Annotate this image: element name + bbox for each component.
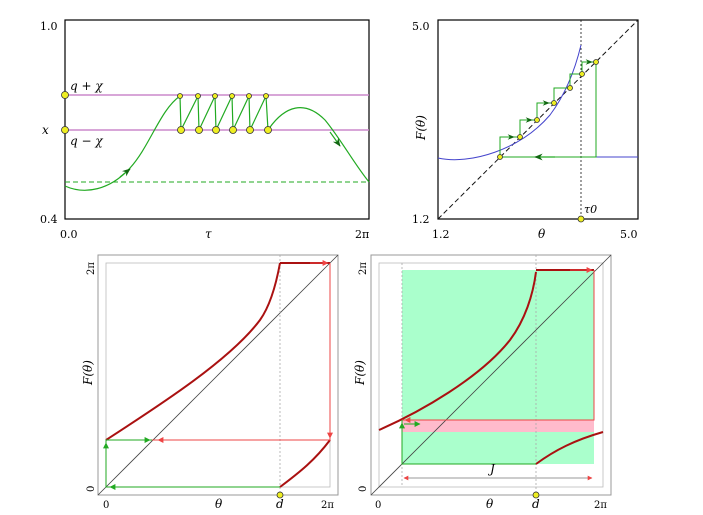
tau0-marker	[577, 215, 585, 223]
d-label: d	[532, 497, 540, 511]
y-top-label: 2π	[358, 262, 369, 275]
plot-inner-frame	[378, 262, 604, 488]
y-axis-label: F(θ)	[353, 360, 367, 386]
trajectory-arrow-left	[119, 168, 131, 178]
lower-markers	[61, 126, 272, 134]
trajectory-curve	[64, 94, 370, 191]
plot-frame	[437, 19, 639, 220]
panel-top-left: 1.0 0.4 0.0 2π τ x q + χ q − χ	[40, 19, 370, 241]
x-right-label: 2π	[355, 228, 369, 241]
red-curve-upper	[378, 271, 537, 431]
panel-top-right: 5.0 1.2 1.2 5.0 θ F(θ) τ0	[412, 19, 639, 241]
d-marker	[276, 491, 284, 499]
plot-frame	[370, 254, 612, 496]
blue-curve-left	[437, 44, 582, 161]
red-cobweb	[152, 263, 331, 441]
y-top-label: 2π	[86, 262, 97, 275]
panel-bottom-left: 2π 0 0 2π θ d F(θ)	[81, 254, 339, 511]
y-bottom-label: 1.2	[412, 213, 430, 226]
x-left-label: 0	[103, 500, 109, 511]
y-top-label: 1.0	[40, 20, 58, 33]
upper-markers	[61, 91, 269, 99]
plot-frame	[97, 254, 339, 496]
x-axis-label: τ	[205, 227, 212, 241]
x-right-label: 5.0	[620, 228, 638, 241]
x-axis-label: θ	[215, 497, 223, 511]
j-label: J	[487, 462, 496, 476]
x-side-label: x	[42, 123, 49, 137]
trajectory-arrow-right	[329, 131, 341, 147]
red-curve-lower	[279, 439, 331, 488]
diagonal-dashed	[437, 19, 639, 220]
pink-band	[402, 420, 594, 432]
y-top-label: 5.0	[412, 20, 430, 33]
green-cobweb	[105, 439, 280, 488]
red-curve-lower	[535, 431, 604, 465]
y-bottom-label: 0.4	[40, 213, 58, 226]
panel-bottom-right: 2π 0 0 2π θ d J F(θ)	[353, 254, 612, 511]
x-right-label: 2π	[594, 500, 607, 511]
d-label: d	[276, 497, 284, 511]
red-cobweb	[402, 270, 595, 421]
cobweb-markers	[497, 59, 599, 160]
y-axis-label: F(θ)	[81, 360, 95, 386]
diagonal	[370, 254, 612, 496]
diagonal	[97, 254, 339, 496]
upper-line-label: q + χ	[70, 79, 103, 93]
d-marker	[532, 491, 540, 499]
lower-line-label: q − χ	[70, 134, 103, 148]
x-axis-label: θ	[486, 497, 494, 511]
y-axis-label: F(θ)	[414, 115, 428, 141]
y-bottom-label: 0	[358, 486, 369, 492]
y-bottom-label: 0	[86, 486, 97, 492]
x-left-label: 1.2	[432, 228, 450, 241]
x-left-label: 0	[375, 500, 381, 511]
red-curve-upper	[105, 262, 281, 441]
tau0-label: τ0	[584, 203, 597, 216]
plot-frame	[64, 19, 370, 220]
x-left-label: 0.0	[60, 228, 78, 241]
x-axis-label: θ	[538, 227, 546, 241]
x-right-label: 2π	[321, 500, 334, 511]
